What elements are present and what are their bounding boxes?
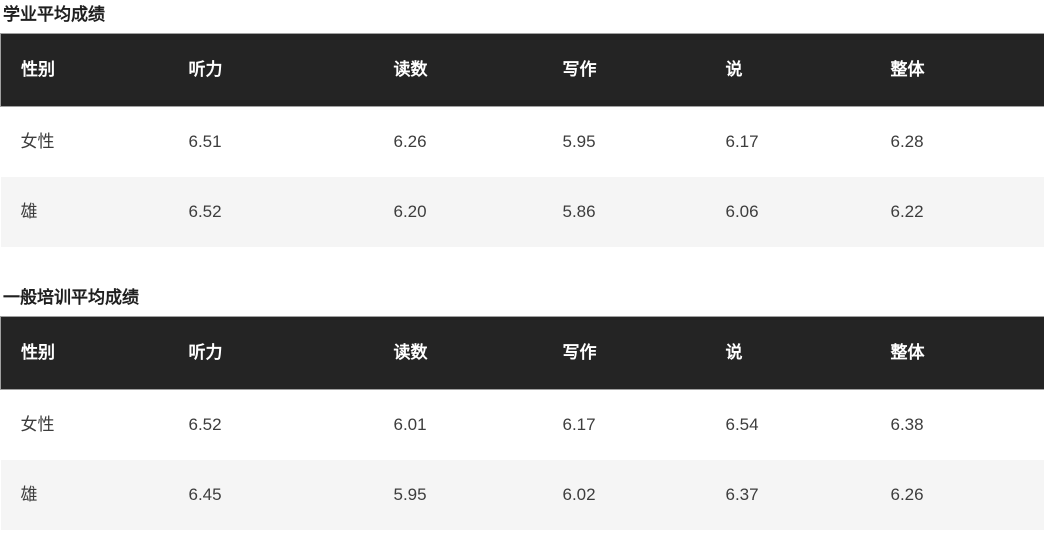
cell-speaking: 6.06 bbox=[725, 202, 759, 221]
cell-overall: 6.26 bbox=[890, 485, 924, 504]
header-cell-overall: 整体 bbox=[890, 343, 925, 362]
cell-reading: 6.01 bbox=[393, 415, 427, 434]
cell-overall: 6.28 bbox=[890, 132, 924, 151]
cell-reading: 6.20 bbox=[393, 202, 427, 221]
cell-listening: 6.51 bbox=[188, 132, 222, 151]
header-cell-reading: 读数 bbox=[393, 60, 428, 79]
table-header: 性别 听力 读数 写作 说 整体 bbox=[0, 33, 1044, 107]
table-body: 女性 6.52 6.01 6.17 6.54 6.38 雄 6.45 5.95 … bbox=[0, 389, 1044, 530]
header-cell-speaking: 说 bbox=[725, 60, 743, 79]
cell-gender: 女性 bbox=[20, 415, 55, 434]
cell-listening: 6.45 bbox=[188, 485, 222, 504]
table-row-female: 女性 6.52 6.01 6.17 6.54 6.38 bbox=[0, 389, 1044, 460]
cell-overall: 6.38 bbox=[890, 415, 924, 434]
cell-writing: 5.86 bbox=[562, 202, 596, 221]
cell-overall: 6.22 bbox=[890, 202, 924, 221]
table-row-male: 雄 6.52 6.20 5.86 6.06 6.22 bbox=[0, 177, 1044, 247]
header-cell-writing: 写作 bbox=[562, 343, 597, 362]
academic-scores-title: 学业平均成绩 bbox=[3, 5, 105, 24]
cell-listening: 6.52 bbox=[188, 202, 222, 221]
header-row: 性别 听力 读数 写作 说 整体 bbox=[0, 316, 1044, 390]
header-cell-listening: 听力 bbox=[188, 343, 223, 362]
table-row-male: 雄 6.45 5.95 6.02 6.37 6.26 bbox=[0, 460, 1044, 530]
cell-gender: 雄 bbox=[20, 485, 38, 504]
table-row-female: 女性 6.51 6.26 5.95 6.17 6.28 bbox=[0, 106, 1044, 177]
header-cell-overall: 整体 bbox=[890, 60, 925, 79]
header-cell-reading: 读数 bbox=[393, 343, 428, 362]
cell-reading: 6.26 bbox=[393, 132, 427, 151]
header-cell-writing: 写作 bbox=[562, 60, 597, 79]
general-training-scores-section: 一般培训平均成绩 性别 听力 读数 写作 说 整体 女性 6.52 bbox=[0, 287, 1044, 530]
table-header: 性别 听力 读数 写作 说 整体 bbox=[0, 316, 1044, 390]
cell-reading: 5.95 bbox=[393, 485, 427, 504]
header-cell-gender: 性别 bbox=[21, 60, 55, 79]
header-row: 性别 听力 读数 写作 说 整体 bbox=[0, 33, 1044, 107]
general-training-scores-title: 一般培训平均成绩 bbox=[3, 288, 139, 307]
header-cell-listening: 听力 bbox=[188, 60, 223, 79]
header-cell-speaking: 说 bbox=[725, 343, 743, 362]
academic-scores-section: 学业平均成绩 性别 听力 读数 写作 说 整体 女性 6.51 bbox=[0, 4, 1044, 247]
cell-gender: 女性 bbox=[20, 132, 55, 151]
cell-writing: 5.95 bbox=[562, 132, 596, 151]
academic-scores-table: 性别 听力 读数 写作 说 整体 女性 6.51 6.26 5.95 6.17 … bbox=[0, 33, 1044, 247]
cell-gender: 雄 bbox=[20, 202, 38, 221]
cell-writing: 6.17 bbox=[562, 415, 596, 434]
cell-speaking: 6.54 bbox=[725, 415, 759, 434]
cell-listening: 6.52 bbox=[188, 415, 222, 434]
cell-speaking: 6.17 bbox=[725, 132, 759, 151]
cell-writing: 6.02 bbox=[562, 485, 596, 504]
table-body: 女性 6.51 6.26 5.95 6.17 6.28 雄 6.52 6.20 … bbox=[0, 106, 1044, 247]
general-training-scores-table: 性别 听力 读数 写作 说 整体 女性 6.52 6.01 6.17 6.54 … bbox=[0, 316, 1044, 530]
cell-speaking: 6.37 bbox=[725, 485, 759, 504]
header-cell-gender: 性别 bbox=[21, 343, 55, 362]
